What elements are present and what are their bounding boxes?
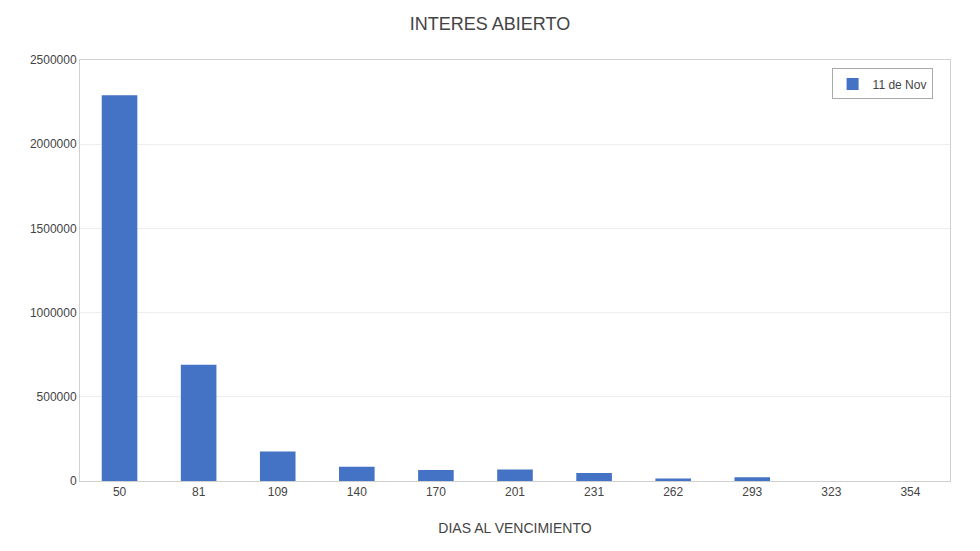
- svg-text:293: 293: [742, 485, 762, 499]
- svg-text:2500000: 2500000: [30, 53, 77, 67]
- svg-text:2000000: 2000000: [30, 137, 77, 151]
- svg-text:81: 81: [192, 485, 206, 499]
- svg-text:500000: 500000: [37, 390, 77, 404]
- svg-text:DIAS AL VENCIMIENTO: DIAS AL VENCIMIENTO: [438, 520, 591, 536]
- svg-text:201: 201: [505, 485, 525, 499]
- svg-text:354: 354: [900, 485, 920, 499]
- svg-text:1500000: 1500000: [30, 222, 77, 236]
- svg-text:170: 170: [426, 485, 446, 499]
- svg-text:1000000: 1000000: [30, 306, 77, 320]
- svg-text:11 de Nov: 11 de Nov: [873, 78, 927, 92]
- svg-text:50: 50: [113, 485, 127, 499]
- svg-text:262: 262: [663, 485, 683, 499]
- svg-text:0: 0: [70, 474, 77, 488]
- svg-text:INTERES ABIERTO: INTERES ABIERTO: [410, 14, 570, 34]
- svg-text:231: 231: [584, 485, 604, 499]
- svg-text:140: 140: [347, 485, 367, 499]
- svg-text:109: 109: [268, 485, 288, 499]
- svg-text:323: 323: [821, 485, 841, 499]
